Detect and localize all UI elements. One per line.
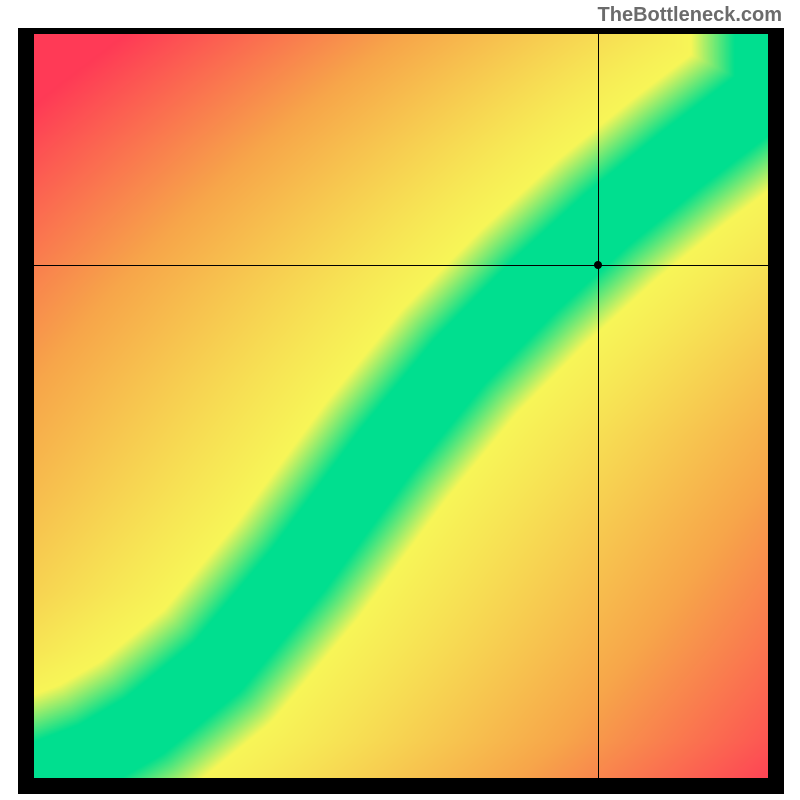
marker-dot bbox=[594, 261, 602, 269]
crosshair-horizontal bbox=[34, 265, 768, 266]
chart-container: TheBottleneck.com bbox=[0, 0, 800, 800]
watermark-text: TheBottleneck.com bbox=[598, 4, 782, 27]
crosshair-vertical bbox=[598, 34, 599, 778]
heatmap-canvas bbox=[34, 34, 768, 778]
chart-frame bbox=[18, 28, 784, 794]
